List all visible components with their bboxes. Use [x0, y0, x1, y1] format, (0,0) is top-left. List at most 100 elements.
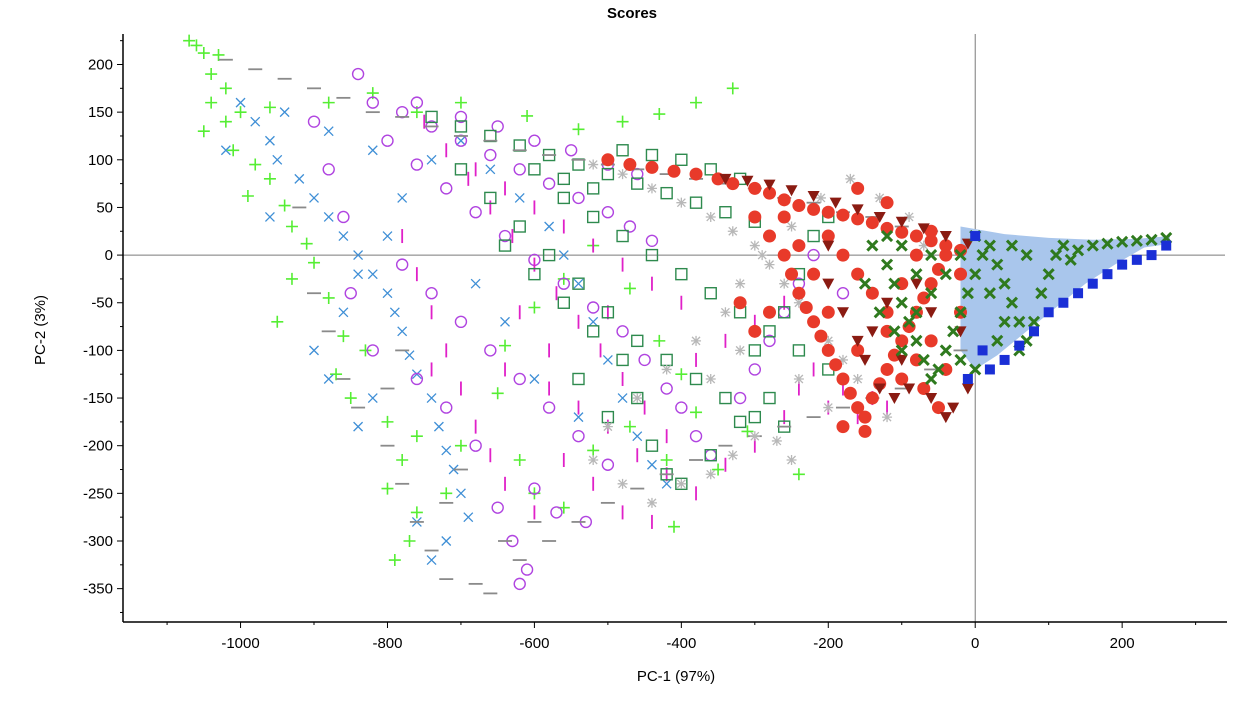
scatter-point [441, 536, 452, 546]
scatter-point [910, 306, 923, 319]
scatter-point [411, 369, 422, 380]
scatter-point [425, 110, 438, 124]
scatter-point [668, 520, 680, 533]
scatter-point [646, 497, 657, 508]
scatter-point [309, 192, 319, 203]
scatter-point [513, 577, 526, 591]
scatter-point [557, 172, 570, 186]
scatter-point [895, 354, 908, 366]
scatter-point [865, 216, 879, 230]
scatter-point [785, 185, 798, 197]
scatter-point [557, 272, 570, 285]
scatter-series-star [588, 159, 929, 508]
scatter-point [588, 159, 599, 170]
scatter-point [632, 393, 643, 404]
scatter-point [1005, 296, 1019, 309]
scatter-series-filled-circle [601, 153, 968, 438]
scatter-point [814, 329, 828, 343]
y-tick-label: -250 [83, 485, 113, 502]
scatter-point [455, 488, 466, 499]
scatter-point [970, 231, 981, 242]
chart-title: Scores [607, 5, 657, 22]
scatter-point [1131, 254, 1142, 265]
scatter-point [197, 47, 210, 60]
scatter-point [777, 193, 791, 207]
scatter-point [895, 296, 908, 309]
scatter-point [1027, 315, 1041, 328]
scatter-point [631, 177, 644, 190]
scatter-point [873, 211, 886, 223]
scatter-point [675, 401, 688, 414]
scatter-point [322, 96, 335, 109]
scatter-point [726, 82, 739, 95]
scatter-point [454, 96, 467, 109]
scatter-point [426, 154, 437, 165]
scatter-point [843, 386, 857, 400]
scatter-point [308, 256, 321, 269]
y-tick-label: 100 [88, 152, 113, 169]
scatter-point [645, 248, 659, 262]
scatter-point [572, 277, 585, 290]
scatter-point [1145, 233, 1158, 246]
scatter-point [1072, 244, 1085, 257]
axes [122, 34, 1227, 623]
scatter-point [645, 160, 659, 174]
scatter-point [807, 191, 820, 203]
scatter-point [961, 287, 974, 300]
scatter-point [359, 344, 372, 357]
scatter-point [322, 163, 335, 176]
scatter-point [227, 144, 240, 157]
y-tick-label: -50 [91, 295, 113, 312]
scatter-point [689, 196, 703, 209]
scatter-point [866, 326, 879, 338]
scatter-point [661, 478, 672, 489]
scatter-point [874, 192, 885, 203]
scatter-point [763, 179, 776, 191]
scatter-point [454, 110, 468, 124]
scatter-point [910, 268, 923, 281]
scatter-point [733, 296, 747, 310]
scatter-point [821, 343, 835, 357]
scatter-point [807, 248, 820, 262]
scatter-point [735, 278, 746, 289]
scatter-point [588, 454, 599, 465]
scatter-point [836, 420, 850, 434]
scatter-point [660, 453, 673, 466]
scatter-point [793, 297, 804, 308]
scatter-point [792, 286, 806, 300]
scatter-point [727, 450, 738, 461]
scatter-point [550, 506, 563, 519]
scatter-point [616, 325, 629, 338]
scatter-point [705, 373, 716, 384]
scatter-point [865, 286, 879, 300]
scatter-point [660, 382, 673, 395]
scatter-point [689, 429, 703, 443]
x-tick-label: -400 [666, 635, 696, 652]
scatter-point [939, 344, 952, 357]
scatter-point [197, 125, 210, 138]
scatter-point [888, 393, 901, 405]
scatter-point [528, 134, 541, 147]
scatter-point [623, 220, 637, 233]
scatter-point [1101, 237, 1114, 250]
scatter-point [823, 335, 834, 346]
y-tick-label: 150 [88, 104, 113, 121]
scatter-point [440, 487, 453, 500]
scatter-point [241, 190, 254, 203]
scatter-point [638, 353, 651, 367]
scatter-point [792, 239, 806, 253]
scatter-point [836, 248, 850, 262]
scatter-point [704, 449, 717, 462]
scatter-point [858, 424, 872, 438]
scatter-point [388, 554, 401, 567]
scatter-point [792, 344, 806, 357]
scatter-point [469, 439, 482, 452]
scatter-point [858, 277, 872, 290]
scatter-point [1087, 278, 1098, 289]
scatter-point [660, 353, 673, 367]
scatter-point [645, 234, 659, 248]
plot-area [123, 34, 1225, 622]
scatter-point [829, 358, 843, 372]
scatter-point [220, 145, 231, 156]
